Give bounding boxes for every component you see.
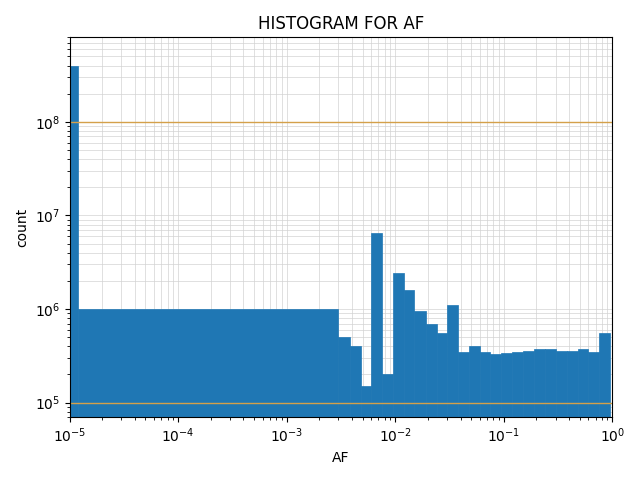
Bar — [360, 386, 371, 480]
Bar — [447, 305, 458, 480]
Bar — [78, 309, 339, 480]
Bar — [59, 65, 78, 480]
Bar — [393, 274, 404, 480]
Bar — [426, 324, 436, 480]
Bar — [578, 349, 588, 480]
Bar — [556, 350, 567, 480]
Bar — [414, 311, 426, 480]
Bar — [523, 350, 534, 480]
Bar — [534, 349, 545, 480]
Bar — [381, 374, 393, 480]
Bar — [480, 352, 490, 480]
Bar — [599, 333, 610, 480]
Y-axis label: count: count — [15, 208, 29, 247]
Bar — [436, 333, 447, 480]
Bar — [501, 353, 513, 480]
Bar — [545, 349, 556, 480]
X-axis label: AF: AF — [332, 451, 349, 465]
Bar — [458, 352, 469, 480]
Bar — [349, 346, 360, 480]
Bar — [490, 354, 501, 480]
Bar — [469, 346, 480, 480]
Bar — [339, 337, 349, 480]
Bar — [404, 290, 414, 480]
Bar — [371, 233, 381, 480]
Title: HISTOGRAM FOR AF: HISTOGRAM FOR AF — [258, 15, 424, 33]
Bar — [567, 350, 578, 480]
Bar — [588, 352, 599, 480]
Bar — [513, 352, 523, 480]
